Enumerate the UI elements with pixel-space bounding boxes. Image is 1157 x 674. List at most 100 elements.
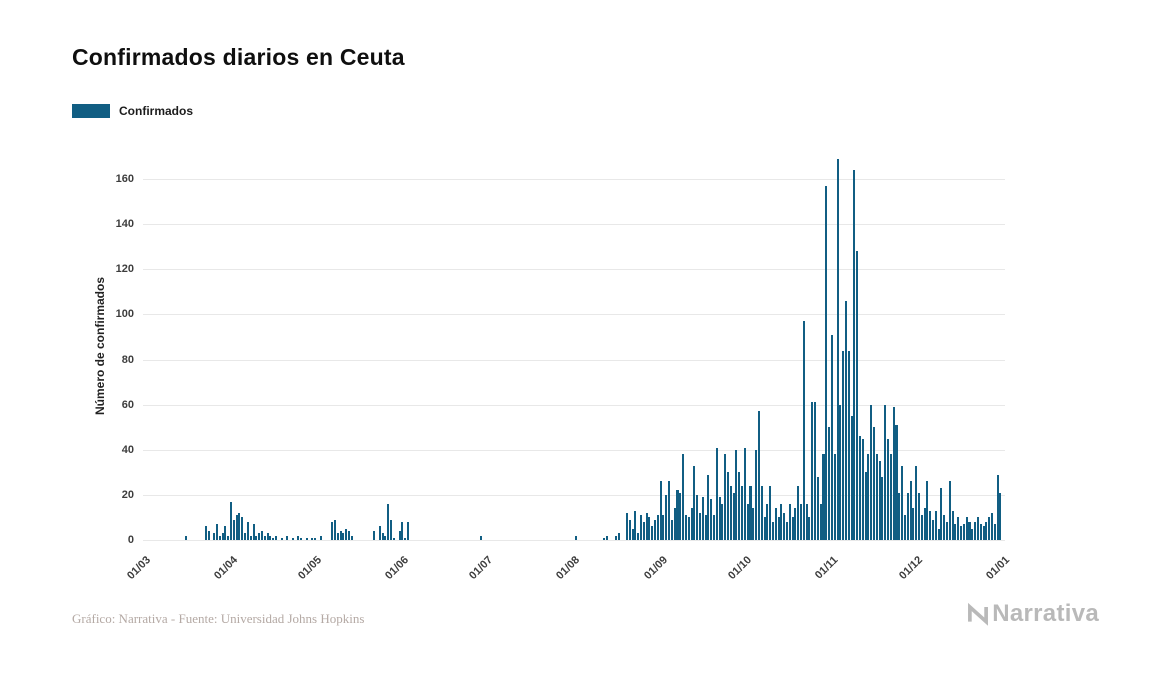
bar <box>802 321 805 540</box>
bar <box>822 454 825 540</box>
bar <box>912 508 915 540</box>
bar <box>207 530 210 540</box>
bar <box>297 535 300 540</box>
x-tick-label: 01/06 <box>383 554 412 582</box>
bar <box>785 521 788 540</box>
bar <box>345 528 348 540</box>
bar <box>606 535 609 540</box>
bar <box>575 535 578 540</box>
bar <box>814 402 817 540</box>
y-tick-label: 160 <box>115 173 134 186</box>
bar <box>384 535 387 540</box>
bar <box>763 517 766 540</box>
bar <box>816 476 819 540</box>
bar <box>390 519 393 540</box>
bar <box>617 533 620 540</box>
bar <box>839 404 842 540</box>
bar <box>263 535 266 540</box>
bar <box>347 530 350 540</box>
bar <box>401 521 404 540</box>
y-tick-label: 120 <box>115 263 134 276</box>
bar <box>783 512 786 540</box>
bar <box>724 454 727 540</box>
x-tick-label: 01/11 <box>813 554 841 582</box>
bar <box>898 492 901 540</box>
bar <box>387 503 390 540</box>
bar <box>828 427 831 540</box>
bar <box>741 485 744 540</box>
bar <box>957 517 960 540</box>
bar <box>659 481 662 540</box>
gridline <box>143 314 1005 316</box>
bar <box>934 510 937 540</box>
bar <box>698 512 701 540</box>
x-axis-ticks: 01/03 01/04 01/05 01/06 01/07 01/08 01/09 01/10… <box>125 546 1012 596</box>
bar <box>673 508 676 540</box>
bar <box>931 519 934 540</box>
bar <box>937 528 940 540</box>
bar <box>920 515 923 540</box>
x-tick-label: 01/07 <box>467 554 496 582</box>
bar <box>979 524 982 540</box>
bar <box>951 510 954 540</box>
bar <box>216 524 219 540</box>
bar <box>684 515 687 540</box>
bar <box>881 476 884 540</box>
bar <box>614 535 617 540</box>
bar <box>679 492 682 540</box>
bar <box>917 492 920 540</box>
bar <box>645 512 648 540</box>
bar <box>378 526 381 540</box>
bar <box>350 535 353 540</box>
bar <box>800 503 803 540</box>
bar <box>971 528 974 540</box>
bar <box>392 537 395 540</box>
bar <box>718 497 721 540</box>
bar <box>246 521 249 540</box>
bar <box>331 521 334 540</box>
bar <box>628 519 631 540</box>
bar <box>230 501 233 540</box>
y-tick-label: 80 <box>121 353 134 366</box>
bar <box>218 535 221 540</box>
bar <box>224 526 227 540</box>
x-tick-label: 01/05 <box>296 554 325 582</box>
bar <box>221 533 224 540</box>
bar <box>249 535 252 540</box>
x-tick-label: 01/12 <box>897 554 926 582</box>
x-tick-label: 01/08 <box>554 554 583 582</box>
bar <box>836 158 839 540</box>
bar <box>336 533 339 540</box>
bar <box>252 524 255 540</box>
bar <box>642 521 645 540</box>
bar <box>760 485 763 540</box>
bar <box>861 438 864 540</box>
bar <box>625 512 628 540</box>
bar <box>274 535 277 540</box>
credit-text: Gráfico: Narrativa - Fuente: Universidad… <box>72 611 365 626</box>
gridline <box>143 359 1005 361</box>
plot-area <box>143 152 1005 541</box>
bar <box>715 447 718 540</box>
bar <box>712 515 715 540</box>
y-axis-ticks: 0 20 40 60 80 100 120 140 160 <box>88 152 134 546</box>
bar <box>895 424 898 540</box>
gridline <box>143 179 1005 181</box>
bar <box>830 334 833 540</box>
bar <box>311 537 314 540</box>
bar <box>870 404 873 540</box>
bar <box>755 449 758 540</box>
bar <box>381 533 384 540</box>
x-tick-label: 01/01 <box>984 554 1013 582</box>
bar <box>721 503 724 540</box>
bar <box>850 415 853 540</box>
bars-layer <box>143 152 1005 540</box>
bar <box>272 537 275 540</box>
bar <box>844 300 847 540</box>
bar <box>769 485 772 540</box>
bar <box>687 517 690 540</box>
y-tick-label: 0 <box>127 534 134 546</box>
bar <box>794 508 797 540</box>
bar <box>791 517 794 540</box>
bar <box>926 481 929 540</box>
